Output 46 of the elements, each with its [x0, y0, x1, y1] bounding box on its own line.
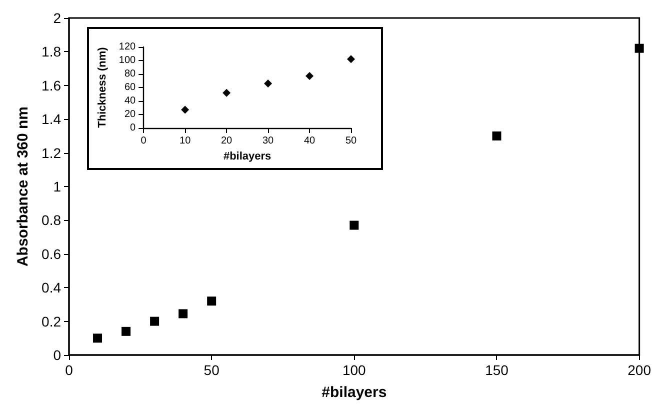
x-axis-title: #bilayers — [223, 150, 272, 162]
y-tick-label: 40 — [124, 96, 136, 106]
y-tick-label: 2 — [53, 10, 62, 26]
x-tick-label: 150 — [485, 362, 509, 378]
point — [93, 334, 102, 343]
x-tick-label: 40 — [304, 136, 316, 146]
x-tick-label: 10 — [180, 136, 192, 146]
x-tick-label: 30 — [262, 136, 274, 146]
y-tick-label: 80 — [124, 68, 136, 80]
y-tick-label: 60 — [124, 82, 136, 93]
point — [264, 79, 272, 88]
point — [181, 106, 190, 114]
y-tick-label: 1 — [53, 178, 62, 194]
point — [222, 88, 231, 97]
y-tick-label: 1.4 — [42, 111, 62, 128]
point — [634, 44, 644, 53]
point — [178, 309, 188, 318]
point — [207, 296, 216, 306]
y-tick-label: 0.2 — [42, 313, 62, 330]
y-tick-label: 0.6 — [42, 246, 62, 262]
point — [492, 131, 502, 140]
y-tick-label: 0 — [130, 122, 136, 134]
point — [347, 55, 355, 64]
y-tick-label: 1.2 — [42, 144, 62, 161]
x-tick-label: 0 — [140, 136, 147, 146]
y-tick-label: 20 — [124, 109, 136, 120]
x-axis-title: #bilayers — [322, 384, 387, 401]
x-tick-label: 200 — [628, 362, 652, 378]
point — [150, 316, 160, 326]
x-tick-label: 50 — [345, 136, 357, 146]
x-tick-label: 100 — [342, 362, 366, 378]
y-tick-label: 1.8 — [42, 44, 62, 60]
x-tick-label: 50 — [204, 362, 220, 378]
y-tick-label: 120 — [118, 42, 136, 52]
point — [350, 220, 359, 230]
y-tick-label: 0.8 — [42, 212, 62, 228]
y-tick-label: 1.6 — [42, 77, 62, 94]
y-tick-label: 0.4 — [42, 280, 62, 296]
y-tick-label: 100 — [118, 55, 136, 66]
point — [122, 326, 131, 336]
point — [306, 72, 314, 80]
x-tick-label: 0 — [65, 362, 74, 378]
y-axis-title: Absorbance at 360 nm — [14, 106, 32, 267]
x-tick-label: 20 — [220, 136, 233, 146]
y-axis-title: Thickness (nm) — [96, 46, 108, 128]
y-tick-label: 0 — [53, 347, 62, 363]
